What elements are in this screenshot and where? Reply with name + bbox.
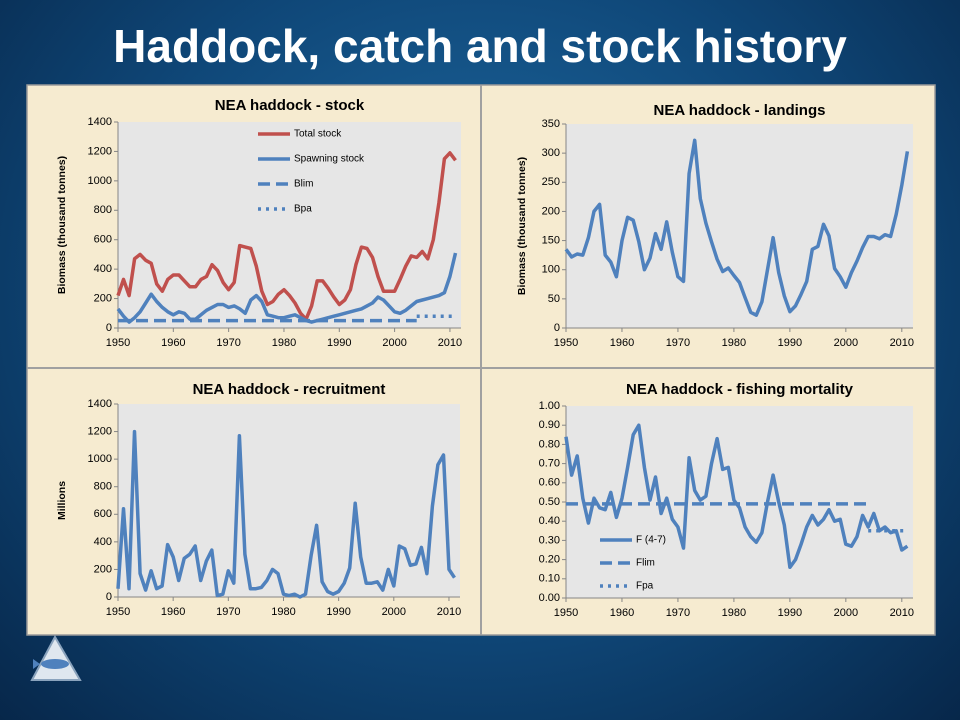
x-tick-label: 1990 xyxy=(326,606,350,618)
x-tick-label: 1960 xyxy=(610,337,634,349)
x-tick-label: 1990 xyxy=(778,337,802,349)
slide-title: Haddock, catch and stock history xyxy=(113,20,847,72)
x-tick-label: 2000 xyxy=(834,337,858,349)
x-tick-label: 1990 xyxy=(327,337,351,349)
chart-title: NEA haddock - recruitment xyxy=(193,381,386,398)
x-tick-label: 1990 xyxy=(778,607,802,619)
plot-area xyxy=(566,124,913,328)
x-tick-label: 1960 xyxy=(161,337,185,349)
y-tick-label: 1000 xyxy=(88,453,112,465)
x-tick-label: 1950 xyxy=(554,607,578,619)
chart-title: NEA haddock - landings xyxy=(654,102,826,119)
y-tick-label: 250 xyxy=(542,176,560,188)
legend-label: Fpa xyxy=(636,581,654,592)
y-tick-label: 0 xyxy=(106,591,112,603)
y-tick-label: 50 xyxy=(548,293,560,305)
y-tick-label: 1.00 xyxy=(539,400,560,412)
y-tick-label: 1200 xyxy=(88,145,112,157)
y-tick-label: 1000 xyxy=(88,175,112,187)
x-tick-label: 2010 xyxy=(890,337,914,349)
y-tick-label: 0.70 xyxy=(539,458,560,470)
series-line xyxy=(564,138,910,317)
x-tick-label: 1960 xyxy=(610,607,634,619)
x-tick-label: 2010 xyxy=(890,607,914,619)
y-tick-label: 1400 xyxy=(88,116,112,128)
y-tick-label: 400 xyxy=(94,536,112,548)
y-tick-label: 600 xyxy=(94,234,112,246)
legend-label: Spawning stock xyxy=(294,154,365,165)
x-tick-label: 2000 xyxy=(382,606,406,618)
x-tick-label: 1980 xyxy=(271,606,295,618)
y-axis-label: Biomass (thousand tonnes) xyxy=(56,156,68,294)
y-axis-label: Millions xyxy=(56,481,68,520)
y-tick-label: 0.50 xyxy=(539,496,560,508)
y-tick-label: 0.30 xyxy=(539,534,560,546)
y-tick-label: 0.20 xyxy=(539,554,560,566)
legend-label: Flim xyxy=(636,558,655,569)
y-tick-label: 100 xyxy=(542,264,560,276)
series-line xyxy=(116,252,458,324)
y-tick-label: 0.80 xyxy=(539,438,560,450)
y-tick-label: 0.40 xyxy=(539,515,560,527)
x-tick-label: 1950 xyxy=(106,606,130,618)
logo xyxy=(30,634,82,681)
y-tick-label: 0.60 xyxy=(539,477,560,489)
y-tick-label: 200 xyxy=(94,292,112,304)
legend-label: Blim xyxy=(294,179,313,190)
chart-title: NEA haddock - fishing mortality xyxy=(626,381,854,398)
x-tick-label: 1960 xyxy=(161,606,185,618)
y-tick-label: 1200 xyxy=(88,425,112,437)
x-tick-label: 2000 xyxy=(382,337,406,349)
legend-label: Total stock xyxy=(294,129,342,140)
x-tick-label: 1950 xyxy=(554,337,578,349)
plot-area xyxy=(566,406,913,598)
y-tick-label: 0.10 xyxy=(539,573,560,585)
x-tick-label: 1980 xyxy=(272,337,296,349)
x-tick-label: 2000 xyxy=(834,607,858,619)
x-tick-label: 1980 xyxy=(722,607,746,619)
x-tick-label: 1950 xyxy=(106,337,130,349)
y-tick-label: 400 xyxy=(94,263,112,275)
y-axis-label: Biomass (thousand tonnes) xyxy=(516,157,528,295)
x-tick-label: 1970 xyxy=(666,337,690,349)
y-tick-label: 200 xyxy=(94,563,112,575)
y-tick-label: 200 xyxy=(542,205,560,217)
y-tick-label: 0.90 xyxy=(539,419,560,431)
y-tick-label: 350 xyxy=(542,118,560,130)
y-tick-label: 800 xyxy=(94,481,112,493)
y-tick-label: 1400 xyxy=(88,398,112,410)
x-tick-label: 2010 xyxy=(437,606,461,618)
y-tick-label: 600 xyxy=(94,508,112,520)
y-tick-label: 0 xyxy=(554,322,560,334)
x-tick-label: 1980 xyxy=(722,337,746,349)
x-tick-label: 1970 xyxy=(216,606,240,618)
x-tick-label: 1970 xyxy=(666,607,690,619)
x-tick-label: 1970 xyxy=(216,337,240,349)
y-tick-label: 0 xyxy=(106,322,112,334)
x-tick-label: 2010 xyxy=(438,337,462,349)
series-line xyxy=(116,151,457,321)
chart-title: NEA haddock - stock xyxy=(215,97,365,114)
plot-area xyxy=(118,404,460,597)
y-tick-label: 0.00 xyxy=(539,592,560,604)
series-line xyxy=(116,429,456,599)
legend-label: F (4-7) xyxy=(636,535,666,546)
legend-label: Bpa xyxy=(294,204,312,215)
y-tick-label: 150 xyxy=(542,234,560,246)
y-tick-label: 300 xyxy=(542,147,560,159)
y-tick-label: 800 xyxy=(94,204,112,216)
